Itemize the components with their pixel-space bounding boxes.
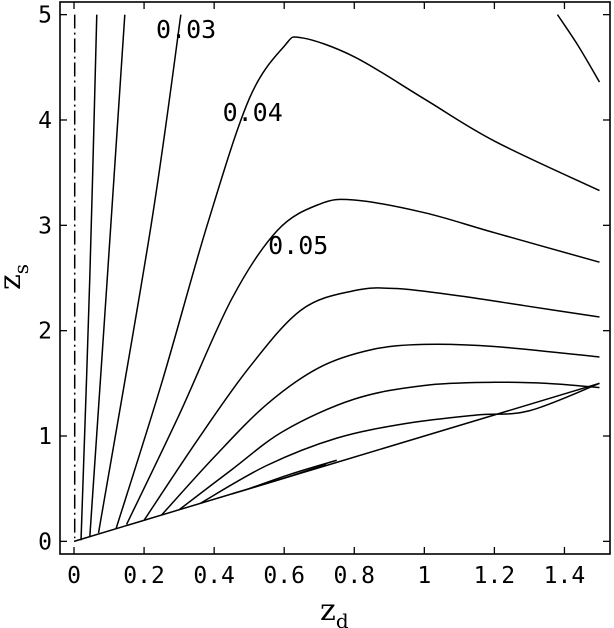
contour-line-6 xyxy=(125,198,600,525)
contour-curves xyxy=(73,14,601,543)
y-axis-label: zs xyxy=(0,264,33,290)
y-tick-label: 3 xyxy=(38,213,52,239)
contour-label: 0.05 xyxy=(268,231,328,260)
contour-line-10 xyxy=(199,382,600,505)
plot-frame xyxy=(59,1,611,555)
contour-line-3 xyxy=(89,14,126,538)
contour-label: 0.04 xyxy=(223,98,283,127)
x-tick-label: 1.4 xyxy=(544,563,586,589)
contour-line-7 xyxy=(143,287,600,521)
y-tick-label: 0 xyxy=(38,529,52,555)
x-tick-label: 0.8 xyxy=(333,563,375,589)
y-tick-label: 1 xyxy=(38,424,52,450)
y-tick-label: 2 xyxy=(38,319,52,345)
contour-line-9 xyxy=(178,381,600,511)
x-tick-label: 1.2 xyxy=(474,563,516,589)
contour-line-5 xyxy=(115,36,600,529)
x-tick-label: 0.4 xyxy=(193,563,235,589)
x-axis-label: zd xyxy=(320,593,349,628)
x-tick-label: 1 xyxy=(417,563,431,589)
x-tick-label: 0.6 xyxy=(263,563,305,589)
y-tick-label: 4 xyxy=(38,108,52,134)
contour-line-2 xyxy=(80,14,98,541)
contour-line-14 xyxy=(73,382,600,543)
contour-line-4 xyxy=(97,14,182,534)
contour-line-13 xyxy=(556,14,601,83)
contour-labels: 0.03 0.04 0.05 xyxy=(156,15,328,260)
contour-label: 0.03 xyxy=(156,15,216,44)
x-tick-label: 0.2 xyxy=(123,563,165,589)
tick-labels: 0 0.2 0.4 0.6 0.8 1 1.2 1.4 0 1 2 3 4 5 xyxy=(38,3,585,589)
contour-line-8 xyxy=(161,343,600,516)
x-tick-label: 0 xyxy=(67,563,81,589)
axis-ticks xyxy=(60,2,610,554)
y-tick-label: 5 xyxy=(38,3,52,29)
